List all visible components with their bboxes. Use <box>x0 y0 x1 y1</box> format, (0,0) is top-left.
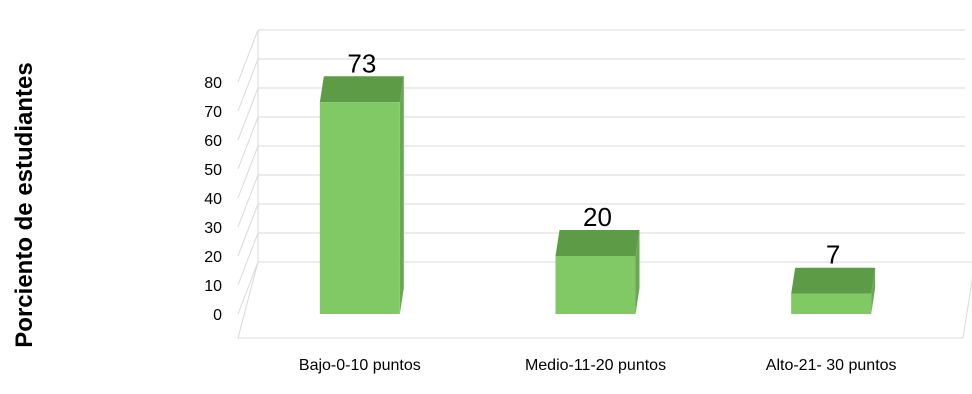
bar <box>319 76 404 314</box>
y-tick-label: 60 <box>204 133 222 150</box>
gridline <box>237 116 259 170</box>
bars <box>319 76 876 314</box>
x-category-label: Medio-11-20 puntos <box>525 357 666 374</box>
y-tick-label: 0 <box>213 307 222 324</box>
gridline <box>237 29 259 83</box>
y-tick-label: 20 <box>204 249 222 266</box>
data-label: 7 <box>826 240 840 270</box>
bar-front <box>555 256 636 314</box>
gridline <box>237 261 259 315</box>
y-axis-title: Porciento de estudiantes <box>11 62 38 347</box>
data-labels: 73 20 7 <box>347 48 840 269</box>
data-label: 73 <box>347 48 376 78</box>
gridline <box>237 232 259 286</box>
bar-front <box>319 102 400 314</box>
data-label: 20 <box>583 202 612 232</box>
gridline <box>237 87 259 141</box>
x-axis-categories: Bajo-0-10 puntos Medio-11-20 puntos Alto-2… <box>299 357 897 374</box>
y-tick-label: 70 <box>204 104 222 121</box>
x-category-label: Alto-21- 30 puntos <box>766 357 897 374</box>
bar-side <box>871 267 876 314</box>
bar <box>555 230 640 314</box>
y-tick-label: 10 <box>204 278 222 295</box>
y-axis-ticks: 0 10 20 30 40 50 60 70 80 <box>204 75 222 324</box>
gridline <box>237 174 259 228</box>
bar <box>791 267 876 314</box>
y-tick-label: 30 <box>204 220 222 237</box>
bar-top <box>319 76 404 103</box>
bar-front <box>791 293 872 314</box>
bar-top <box>791 267 876 294</box>
bar-side <box>635 230 640 314</box>
gridline <box>237 145 259 199</box>
x-category-label: Bajo-0-10 puntos <box>299 357 421 374</box>
y-tick-label: 50 <box>204 162 222 179</box>
y-tick-label: 40 <box>204 191 222 208</box>
gridline <box>237 58 259 112</box>
gridline <box>237 203 259 257</box>
y-tick-label: 80 <box>204 75 222 92</box>
bar-side <box>399 76 404 314</box>
bar-top <box>555 230 640 256</box>
